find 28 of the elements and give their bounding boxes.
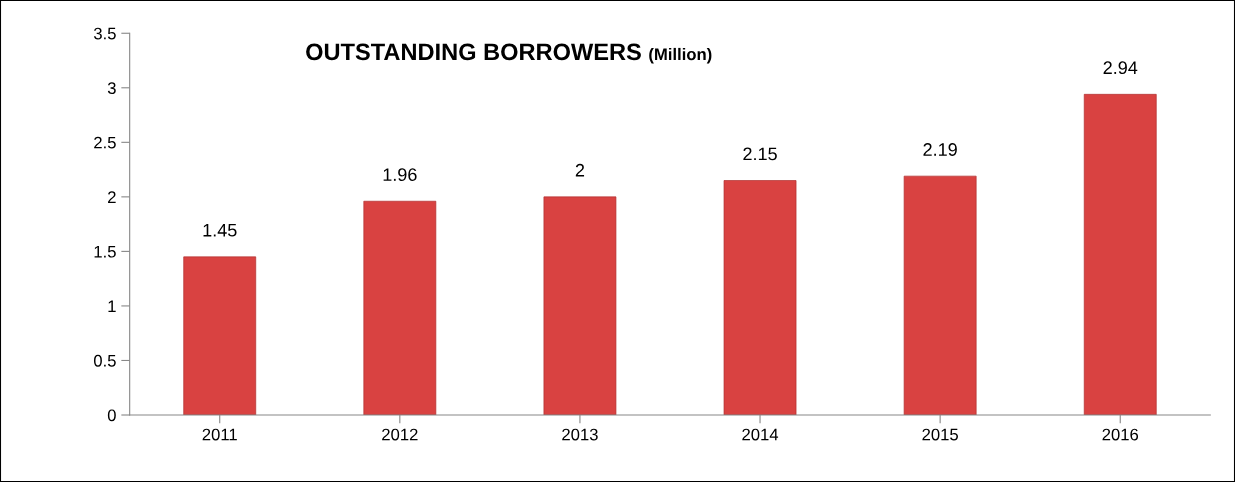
bar (183, 256, 257, 415)
data-label: 1.45 (203, 224, 237, 237)
y-tick-label: 1.5 (94, 245, 116, 258)
x-tick-label: 2013 (562, 428, 598, 441)
chart-title: OUTSTANDING BORROWERS (306, 43, 641, 61)
bar (363, 200, 437, 415)
data-label: 2.94 (1103, 61, 1138, 75)
text: (Million) (649, 47, 712, 64)
y-tick-label: 2.5 (94, 136, 116, 149)
data-label: 1.96 (383, 168, 417, 181)
x-tick-label: 2012 (382, 428, 418, 441)
x-tick-label: 2016 (1102, 428, 1139, 441)
y-tick-label: 1 (108, 300, 116, 312)
y-tick-label: 3 (107, 82, 116, 94)
y-tick-label: 0 (107, 409, 116, 422)
y-tick-label: 2 (108, 191, 116, 203)
data-label: 2.15 (743, 147, 777, 161)
bar (543, 196, 617, 415)
x-tick-label: 2014 (742, 428, 779, 441)
bar (723, 180, 797, 415)
y-tick-label: 0.5 (93, 354, 116, 367)
data-label: 2.19 (923, 143, 957, 156)
data-label: 2 (575, 163, 585, 177)
y-tick-label: 3.5 (93, 27, 116, 40)
x-tick-label: 2015 (922, 428, 958, 441)
x-tick-label: 2011 (202, 428, 237, 441)
bar (1083, 93, 1157, 415)
bar (903, 175, 977, 415)
